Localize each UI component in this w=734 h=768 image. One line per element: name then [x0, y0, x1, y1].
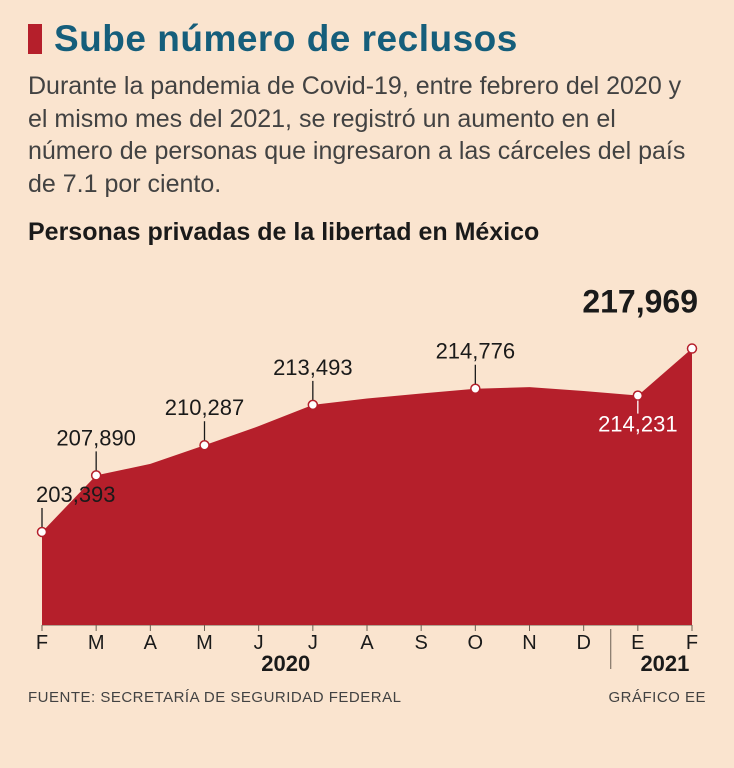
chart-subtitle: Personas privadas de la libertad en Méxi… — [28, 218, 706, 247]
svg-text:214,776: 214,776 — [436, 339, 516, 364]
svg-text:A: A — [360, 632, 374, 654]
area-chart-svg: FMAMJJASONDEF20202021203,393207,890210,2… — [28, 251, 706, 681]
svg-text:N: N — [522, 632, 536, 654]
svg-text:213,493: 213,493 — [273, 355, 353, 380]
svg-text:203,393: 203,393 — [36, 482, 116, 507]
svg-text:M: M — [196, 632, 213, 654]
svg-text:217,969: 217,969 — [582, 284, 698, 320]
accent-bar — [28, 24, 42, 54]
svg-text:207,890: 207,890 — [56, 425, 136, 450]
description-text: Durante la pandemia de Covid-19, entre f… — [28, 70, 706, 200]
source-text: FUENTE: SECRETARÍA DE SEGURIDAD FEDERAL — [28, 689, 401, 706]
header-row: Sube número de reclusos — [28, 18, 706, 60]
credit-text: GRÁFICO EE — [608, 689, 706, 706]
svg-text:M: M — [88, 632, 105, 654]
svg-text:A: A — [144, 632, 158, 654]
svg-text:2021: 2021 — [640, 651, 689, 676]
footer-row: FUENTE: SECRETARÍA DE SEGURIDAD FEDERAL … — [28, 689, 706, 706]
svg-text:2020: 2020 — [261, 651, 310, 676]
svg-text:F: F — [36, 632, 48, 654]
chart-area: FMAMJJASONDEF20202021203,393207,890210,2… — [28, 251, 706, 681]
svg-text:210,287: 210,287 — [165, 395, 245, 420]
svg-text:214,231: 214,231 — [598, 412, 678, 437]
infographic-container: Sube número de reclusos Durante la pande… — [0, 0, 734, 720]
svg-text:D: D — [576, 632, 590, 654]
svg-text:S: S — [414, 632, 427, 654]
svg-text:O: O — [468, 632, 484, 654]
page-title: Sube número de reclusos — [54, 18, 518, 59]
